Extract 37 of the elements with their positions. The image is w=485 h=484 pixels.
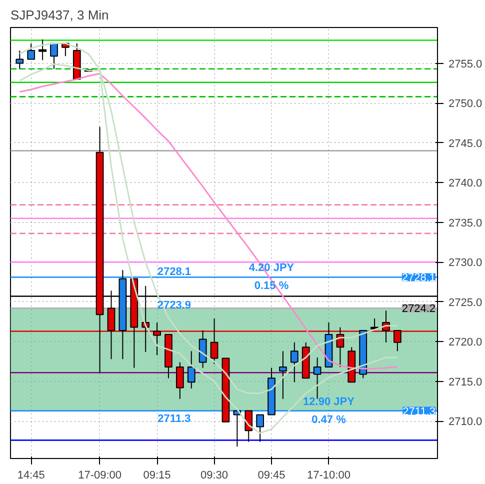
ref-line-label: 2728.1 (402, 272, 436, 284)
ref-line-label: 2711.3 (402, 406, 436, 418)
x-tick-label: 17-09:00 (78, 470, 122, 482)
candlestick (27, 42, 36, 60)
x-tick-label: 14:45 (17, 470, 45, 482)
annotation: 0.15 % (254, 280, 289, 292)
y-tick-label: 2715.0 (448, 376, 482, 388)
x-tick-label: 09:45 (258, 470, 286, 482)
candlestick (198, 330, 207, 368)
candlestick (16, 50, 24, 70)
y-tick-label: 2720.0 (448, 336, 482, 349)
y-tick-label: 2745.0 (448, 138, 482, 150)
candlestick (50, 42, 58, 70)
x-tick-label: 17-10:00 (307, 470, 350, 482)
x-tick-label: 09:15 (143, 470, 171, 482)
y-tick-label: 2725.0 (448, 296, 482, 309)
y-tick-label: 2755.0 (448, 58, 482, 70)
annotation: 4.20 JPY (248, 262, 295, 274)
annotation: 2711.3 (158, 412, 191, 425)
y-tick-label: 2750.0 (448, 98, 482, 110)
candlestick (256, 414, 264, 442)
chart-title: SJPJ9437, 3 Min (10, 8, 109, 22)
ref-line-label: 2724.2 (402, 303, 436, 316)
annotation: 0.47 % (312, 414, 346, 426)
candlestick (279, 350, 287, 400)
y-tick-label: 2710.0 (448, 416, 482, 428)
candlestick (187, 350, 196, 390)
y-tick-label: 2740.0 (448, 178, 482, 190)
y-tick-label: 2735.0 (448, 217, 482, 230)
x-tick-label: 09:30 (200, 470, 228, 482)
candlestick (176, 362, 184, 400)
y-tick-label: 2730.0 (448, 257, 482, 270)
annotation: 2728.1 (157, 266, 192, 278)
annotation: 12.90 JPY (303, 396, 356, 408)
candlestick (290, 342, 298, 383)
line-series (18, 72, 398, 370)
annotation: 2723.9 (157, 300, 192, 312)
